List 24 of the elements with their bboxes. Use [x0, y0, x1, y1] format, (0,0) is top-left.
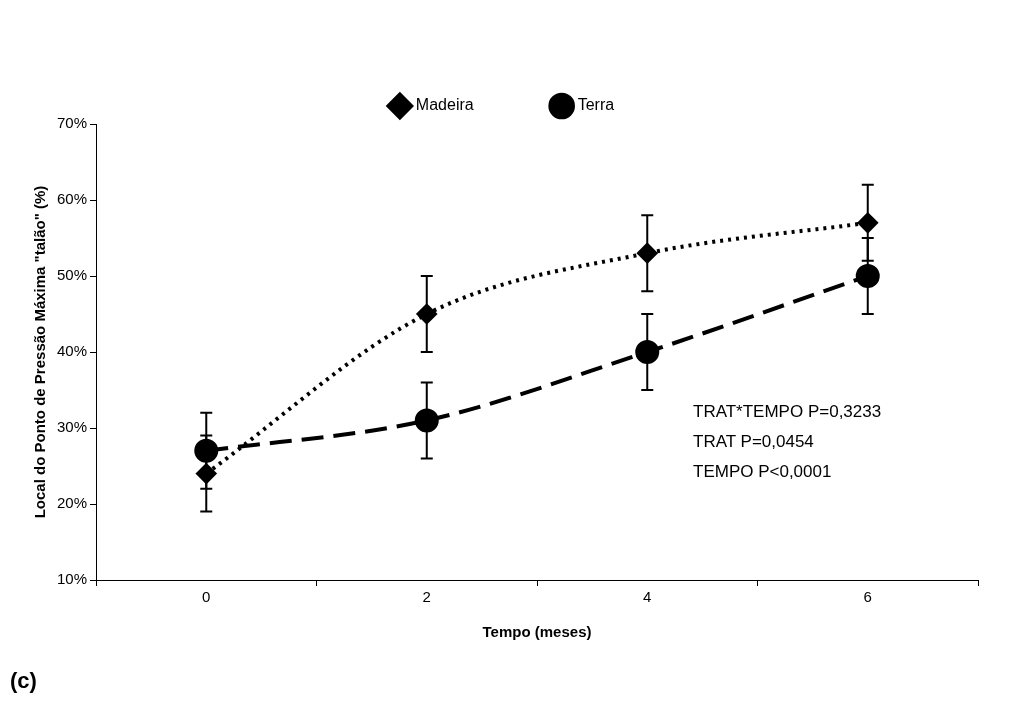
y-tick-label: 10%: [56, 570, 88, 588]
x-tick-label: 6: [863, 588, 872, 606]
annotation: TRAT P=0,0454: [693, 432, 814, 451]
point: [414, 408, 439, 433]
y-tick-label: 20%: [56, 494, 88, 512]
x-axis-title: Tempo (meses): [482, 623, 592, 641]
y-tick-label: 70%: [56, 114, 88, 132]
legend-label: Madeira: [415, 96, 474, 114]
point: [416, 304, 437, 324]
point: [635, 340, 660, 364]
y-tick-label: 30%: [56, 418, 88, 436]
x-tick-label: 0: [202, 588, 211, 606]
x-tick-label: 4: [643, 588, 652, 606]
x-tick-label: 2: [422, 588, 431, 606]
point: [194, 438, 219, 463]
point: [855, 264, 880, 288]
y-tick-label: 40%: [56, 342, 88, 360]
legend-label: Terra: [577, 96, 615, 114]
y-tick-label: 60%: [56, 190, 88, 208]
y-tick-label: 50%: [56, 266, 88, 284]
annotation: TEMPO P<0,0001: [693, 462, 832, 481]
text: (c): [10, 668, 37, 693]
y-axis-title: Local do Ponto de Pressão Máxima "talão" (%): [31, 185, 49, 519]
annotation: TRAT*TEMPO P=0,3233: [693, 402, 882, 421]
